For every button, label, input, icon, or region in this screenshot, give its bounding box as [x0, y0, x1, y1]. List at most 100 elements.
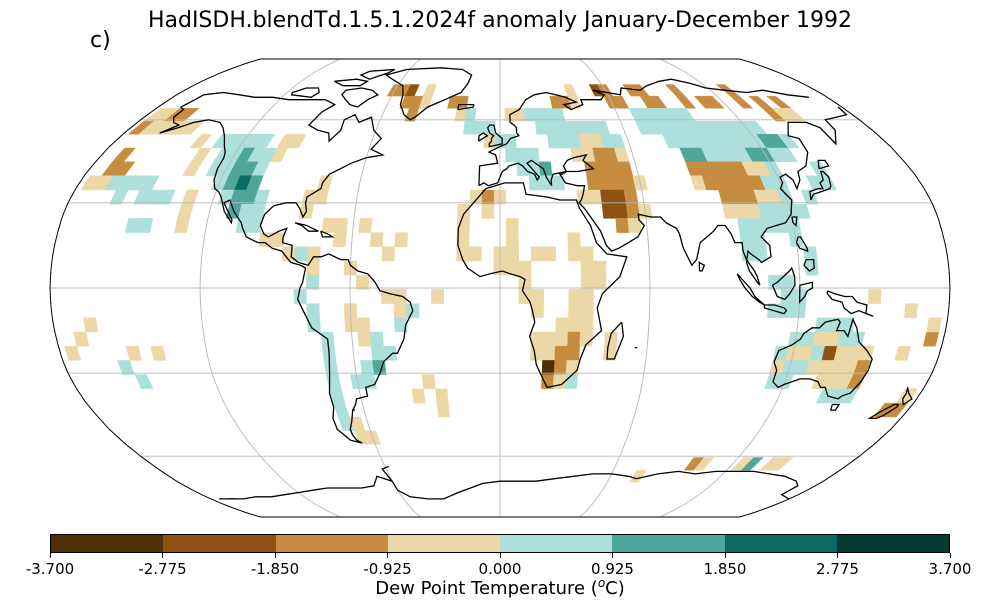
- coastline-segment: [606, 321, 625, 360]
- anomaly-cell: [580, 317, 594, 333]
- anomaly-cell: [356, 317, 371, 333]
- colorbar-tick-label: 3.700: [928, 560, 972, 578]
- anomaly-cell: [627, 218, 642, 233]
- anomaly-cell: [580, 289, 594, 304]
- anomaly-cell: [431, 289, 444, 304]
- colorbar-segment: [51, 535, 164, 552]
- colorbar-segment: [612, 535, 725, 552]
- coastline-segment: [486, 124, 503, 148]
- world-map: [49, 58, 951, 518]
- anomaly-cell: [794, 203, 811, 219]
- anomaly-cell: [530, 246, 544, 262]
- coastline-segment: [867, 403, 900, 419]
- anomaly-cell: [287, 134, 307, 149]
- anomaly-cell: [516, 147, 529, 163]
- anomaly-cell: [568, 303, 582, 318]
- anomaly-cell: [884, 402, 909, 418]
- anomaly-cell: [269, 147, 289, 163]
- anomaly-cell: [739, 232, 755, 248]
- anomaly-cell: [505, 232, 519, 248]
- coastline-segment: [341, 87, 379, 108]
- anomaly-cell: [454, 108, 467, 122]
- anomaly-cell: [181, 189, 200, 205]
- anomaly-cell: [554, 331, 569, 347]
- anomaly-cell: [702, 95, 725, 109]
- anomaly-cell: [675, 95, 697, 109]
- anomaly-cell: [781, 108, 807, 122]
- anomaly-cell: [580, 260, 594, 276]
- anomaly-cell: [481, 189, 495, 205]
- coastline-segment: [320, 230, 335, 238]
- anomaly-cell: [526, 147, 540, 163]
- anomaly-cell: [867, 289, 882, 304]
- anomaly-cell: [436, 402, 450, 418]
- anomaly-cell: [903, 303, 919, 318]
- anomaly-cell: [463, 120, 476, 135]
- coastline-segment: [334, 78, 370, 87]
- anomaly-cell: [506, 246, 519, 262]
- anomaly-cell: [421, 374, 436, 389]
- anomaly-cell: [543, 246, 557, 262]
- anomaly-cell: [838, 388, 859, 404]
- coastline-segment: [457, 103, 475, 111]
- anomaly-cell: [109, 189, 129, 205]
- anomaly-cell: [464, 108, 477, 122]
- coastlines: [159, 67, 913, 499]
- anomaly-cell: [306, 275, 320, 290]
- anomaly-cell: [664, 84, 686, 97]
- anomaly-cell: [393, 303, 407, 318]
- anomaly-cell: [381, 246, 396, 262]
- anomaly-cell: [306, 246, 321, 262]
- coastline-segment: [384, 67, 473, 121]
- anomaly-cell: [333, 218, 349, 233]
- colorbar-label-prefix: Dew Point Temperature (: [375, 578, 598, 599]
- anomaly-cell: [531, 289, 544, 304]
- anomaly-cell: [588, 189, 603, 205]
- anomaly-cell: [566, 346, 580, 361]
- anomaly-cell: [580, 246, 594, 262]
- coastline-segment: [772, 317, 873, 400]
- anomaly-cell: [567, 317, 582, 333]
- anomaly-cell: [358, 218, 373, 233]
- anomaly-cell: [394, 232, 409, 248]
- colorbar-tick-mark: [724, 553, 726, 558]
- anomaly-cell: [326, 374, 342, 389]
- anomaly-cell: [294, 246, 309, 262]
- colorbar-tick-mark: [387, 553, 388, 558]
- colorbar-segment: [724, 535, 837, 552]
- colorbar-tick-mark: [949, 553, 951, 558]
- colorbar-tick-mark: [612, 553, 613, 558]
- anomaly-cell: [73, 331, 90, 347]
- anomaly-cell: [468, 246, 482, 262]
- anomaly-cell: [564, 374, 579, 389]
- anomaly-cell: [768, 275, 782, 290]
- anomaly-cell: [111, 147, 136, 163]
- coastline-segment: [457, 182, 628, 389]
- colorbar-segment: [387, 535, 500, 552]
- meridian-line: [579, 59, 651, 517]
- anomaly-cell: [765, 95, 792, 109]
- anomaly-cell: [125, 346, 142, 361]
- anomaly-cell: [612, 95, 630, 109]
- colorbar-label: Dew Point Temperature (oC): [0, 576, 1000, 599]
- map-title: HadISDH.blendTd.1.5.1.2024f anomaly Janu…: [147, 8, 853, 33]
- colorbar-tick-mark: [49, 553, 51, 558]
- graticule: [50, 59, 950, 517]
- anomaly-cell: [803, 246, 818, 262]
- anomaly-cell: [435, 388, 449, 404]
- anomaly-cell: [541, 360, 555, 375]
- coastline-segment: [795, 236, 809, 253]
- anomaly-cell: [567, 331, 581, 347]
- anomaly-cell: [600, 189, 615, 205]
- colorbar-label-unit: C): [605, 578, 625, 599]
- anomaly-cell: [150, 346, 167, 361]
- coastline-segment: [803, 258, 815, 272]
- anomaly-cell: [580, 303, 594, 318]
- colorbar-tick-label: 2.775: [816, 560, 859, 578]
- anomaly-cell: [514, 108, 526, 122]
- anomaly-cell: [457, 203, 471, 219]
- anomaly-cell: [554, 346, 568, 361]
- anomaly-cell: [567, 246, 582, 262]
- anomaly-cell: [615, 218, 630, 233]
- anomaly-cell: [356, 275, 370, 290]
